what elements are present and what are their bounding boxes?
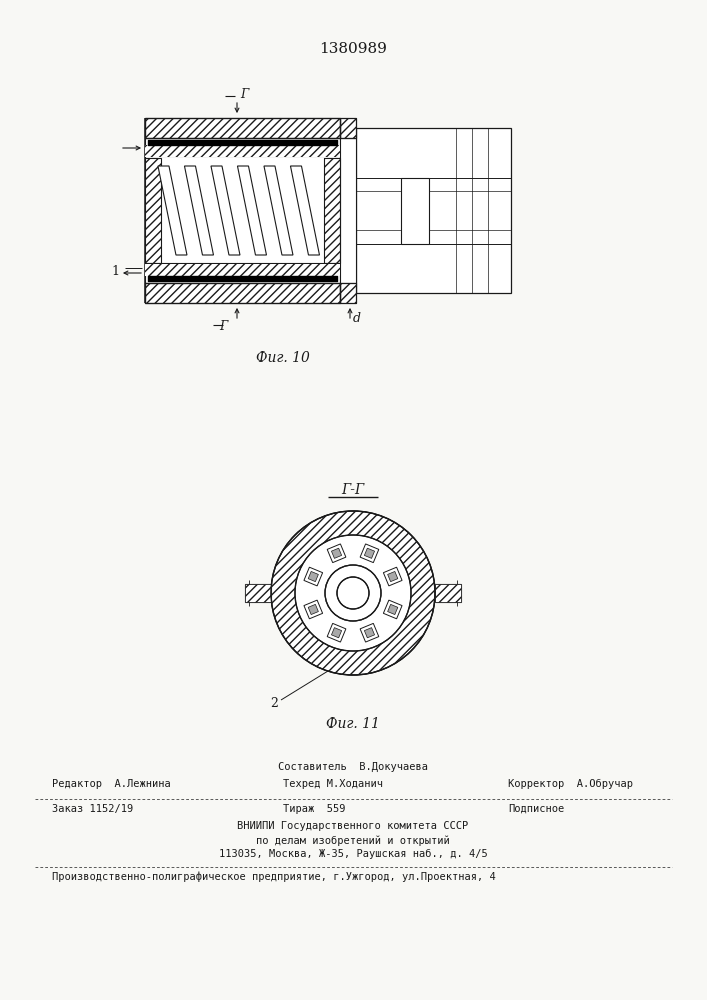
- Polygon shape: [264, 166, 293, 255]
- Bar: [145, 138, 340, 158]
- Bar: [364, 628, 375, 638]
- Text: Производственно-полиграфическое предприятие, г.Ужгород, ул.Проектная, 4: Производственно-полиграфическое предприя…: [52, 872, 496, 882]
- Bar: [340, 138, 356, 283]
- Bar: [145, 158, 161, 263]
- Text: d: d: [353, 312, 361, 324]
- Text: 2: 2: [270, 697, 278, 710]
- Bar: [340, 118, 356, 138]
- Text: 113035, Москва, Ж-35, Раушская наб., д. 4/5: 113035, Москва, Ж-35, Раушская наб., д. …: [218, 849, 487, 859]
- Text: Подписное: Подписное: [508, 804, 564, 814]
- Bar: [308, 571, 318, 582]
- Bar: [161, 158, 324, 263]
- Bar: [435, 584, 461, 602]
- Bar: [145, 283, 340, 303]
- Text: Фиг. 11: Фиг. 11: [326, 717, 380, 731]
- Bar: [245, 584, 271, 602]
- Text: Фиг. 10: Фиг. 10: [255, 351, 310, 365]
- Text: Г-Г: Г-Г: [341, 483, 365, 497]
- Text: Заказ 1152/19: Заказ 1152/19: [52, 804, 133, 814]
- Bar: [145, 118, 340, 138]
- Bar: [356, 128, 511, 293]
- Bar: [387, 604, 398, 615]
- Bar: [145, 158, 161, 263]
- Bar: [145, 263, 340, 283]
- Bar: [327, 623, 346, 642]
- Text: Г: Г: [219, 320, 227, 334]
- Bar: [308, 604, 318, 615]
- Bar: [327, 544, 346, 563]
- Circle shape: [325, 565, 381, 621]
- Bar: [145, 283, 340, 303]
- Circle shape: [337, 577, 369, 609]
- Polygon shape: [238, 166, 267, 255]
- Bar: [401, 178, 429, 243]
- Text: ВНИИПИ Государственного комитета СССР: ВНИИПИ Государственного комитета СССР: [238, 821, 469, 831]
- Bar: [324, 158, 340, 263]
- Text: по делам изобретений и открытий: по делам изобретений и открытий: [256, 835, 450, 846]
- Polygon shape: [158, 166, 187, 255]
- Text: Корректор  А.Обручар: Корректор А.Обручар: [508, 779, 633, 789]
- Text: Г: Г: [240, 88, 248, 101]
- Bar: [145, 264, 340, 276]
- Bar: [340, 283, 356, 303]
- Bar: [340, 118, 356, 138]
- Bar: [304, 567, 322, 586]
- Bar: [324, 158, 340, 263]
- Bar: [332, 628, 341, 638]
- Bar: [387, 571, 398, 582]
- Text: 1: 1: [111, 265, 119, 278]
- Text: Составитель  В.Докучаева: Составитель В.Докучаева: [278, 762, 428, 772]
- Bar: [360, 623, 379, 642]
- Bar: [145, 145, 340, 157]
- Text: Тираж  559: Тираж 559: [283, 804, 346, 814]
- Bar: [304, 600, 322, 619]
- Bar: [364, 548, 375, 558]
- Circle shape: [271, 511, 435, 675]
- Bar: [360, 544, 379, 563]
- Bar: [340, 283, 356, 303]
- Polygon shape: [291, 166, 320, 255]
- Bar: [332, 548, 341, 558]
- Bar: [145, 118, 340, 138]
- Bar: [383, 600, 402, 619]
- Polygon shape: [211, 166, 240, 255]
- Text: 1380989: 1380989: [319, 42, 387, 56]
- Circle shape: [295, 535, 411, 651]
- Polygon shape: [185, 166, 214, 255]
- Text: Техред М.Ходанич: Техред М.Ходанич: [283, 779, 383, 789]
- Bar: [383, 567, 402, 586]
- Text: Редактор  А.Лежнина: Редактор А.Лежнина: [52, 779, 171, 789]
